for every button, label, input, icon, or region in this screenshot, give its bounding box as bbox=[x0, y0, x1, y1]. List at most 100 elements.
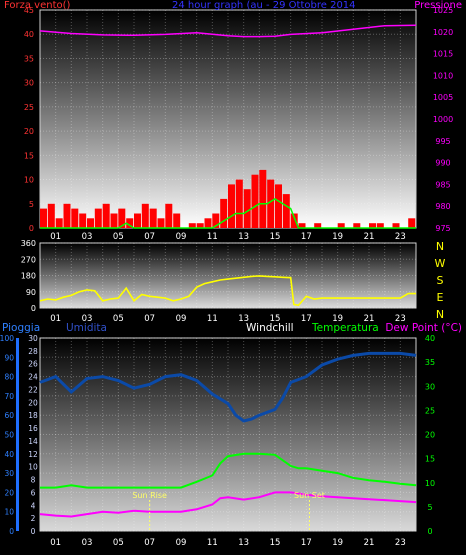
wind-bar bbox=[235, 179, 243, 228]
y2-tick-label: 30 bbox=[425, 382, 435, 391]
pressure-axis-label: Pressione bbox=[414, 0, 462, 11]
compass-label: E bbox=[437, 291, 444, 304]
temperature-line bbox=[40, 452, 417, 489]
x-tick-label: 01 bbox=[50, 314, 61, 324]
wind-bar bbox=[165, 203, 173, 228]
temp-x-tick-labels: 01 03 05 07 09 11 13 15 17 19 21 23 bbox=[50, 538, 405, 548]
y-tick-label: 180 bbox=[21, 272, 36, 281]
y-mid-tick-label: 12 bbox=[28, 450, 38, 459]
x-tick-label: 19 bbox=[332, 538, 343, 548]
x-tick-label: 11 bbox=[207, 538, 218, 548]
y-tick-label: 20 bbox=[24, 127, 34, 136]
x-tick-label: 15 bbox=[270, 538, 281, 548]
compass-label: N bbox=[436, 308, 444, 321]
y-mid-tick-label: 14 bbox=[28, 437, 38, 446]
y-tick-label: 5 bbox=[29, 200, 34, 209]
legend-windchill: Windchill bbox=[246, 322, 294, 334]
x-tick-label: 21 bbox=[364, 538, 375, 548]
y-tick-label: 0 bbox=[31, 304, 36, 313]
compass-label: S bbox=[437, 274, 444, 287]
wind-bar bbox=[282, 194, 290, 228]
wind-bar bbox=[228, 184, 235, 228]
rain-y-tick-labels: 0 10 20 30 40 50 60 70 80 90 100 bbox=[0, 334, 14, 536]
y2-tick-label: 975 bbox=[435, 224, 450, 233]
y2-tick-label: 985 bbox=[435, 180, 450, 189]
legend-rain: Pioggia bbox=[2, 322, 40, 334]
wind-bar bbox=[188, 223, 196, 228]
y2-tick-label: 990 bbox=[435, 159, 450, 168]
y2-tick-label: 0 bbox=[427, 527, 432, 536]
wind-bar bbox=[290, 213, 298, 228]
humidity-line bbox=[39, 351, 417, 423]
x-tick-label: 17 bbox=[301, 538, 312, 548]
y-mid-tick-label: 30 bbox=[28, 334, 38, 343]
y-tick-label: 40 bbox=[4, 450, 14, 459]
y-tick-label: 20 bbox=[4, 488, 14, 497]
x-tick-label: 07 bbox=[144, 538, 155, 548]
y-tick-label: 90 bbox=[26, 288, 36, 297]
wind-bar bbox=[94, 208, 102, 228]
y-tick-label: 270 bbox=[21, 255, 36, 264]
y-tick-label: 45 bbox=[24, 6, 34, 15]
legend-humidity: Umidita bbox=[66, 322, 107, 334]
y2-tick-label: 35 bbox=[425, 358, 435, 367]
wind-bar bbox=[141, 203, 149, 228]
x-tick-label: 09 bbox=[176, 232, 187, 242]
y2-tick-label: 5 bbox=[427, 503, 432, 512]
y2-tick-label: 1000 bbox=[433, 115, 453, 124]
y-tick-label: 30 bbox=[24, 79, 34, 88]
x-tick-label: 05 bbox=[113, 232, 124, 242]
y2-tick-label: 1020 bbox=[433, 28, 453, 37]
direction-y-tick-labels: 0 90 180 270 360 bbox=[21, 239, 36, 313]
y-tick-label: 30 bbox=[4, 469, 14, 478]
wind-bar bbox=[71, 208, 79, 228]
wind-y-axis-label: Forza vento() bbox=[4, 0, 71, 11]
y-mid-tick-label: 26 bbox=[28, 360, 38, 369]
legend-dewpoint: Dew Point (°C) bbox=[385, 322, 462, 334]
x-tick-label: 23 bbox=[395, 314, 406, 324]
x-tick-label: 11 bbox=[207, 232, 218, 242]
x-tick-label: 13 bbox=[238, 232, 249, 242]
wind-bar bbox=[47, 203, 55, 228]
y-mid-tick-label: 16 bbox=[28, 424, 38, 433]
x-tick-label: 07 bbox=[144, 314, 155, 324]
y-mid-tick-label: 4 bbox=[31, 501, 36, 510]
x-tick-label: 15 bbox=[270, 232, 281, 242]
x-tick-label: 23 bbox=[395, 232, 406, 242]
y2-tick-label: 1010 bbox=[433, 71, 453, 80]
wind-bar bbox=[196, 223, 204, 228]
y-mid-tick-label: 20 bbox=[28, 398, 38, 407]
compass-label: N bbox=[436, 240, 444, 253]
y2-tick-label: 995 bbox=[435, 137, 450, 146]
y-mid-tick-label: 8 bbox=[31, 476, 36, 485]
wind-bar bbox=[353, 223, 361, 228]
y2-tick-label: 25 bbox=[425, 406, 435, 415]
wind-bar bbox=[102, 203, 110, 228]
x-tick-label: 21 bbox=[364, 232, 375, 242]
y-mid-tick-label: 28 bbox=[28, 347, 38, 356]
direction-x-tick-labels: 01 03 05 07 09 11 13 15 17 19 21 23 bbox=[50, 314, 405, 324]
y2-tick-label: 1015 bbox=[433, 50, 453, 59]
y-tick-label: 10 bbox=[24, 176, 34, 185]
sunset-label: Sun Set bbox=[294, 491, 325, 500]
y-tick-label: 60 bbox=[4, 411, 14, 420]
wind-bar bbox=[79, 213, 87, 228]
y-tick-label: 90 bbox=[4, 353, 14, 362]
y-mid-tick-label: 2 bbox=[31, 514, 36, 523]
x-tick-label: 05 bbox=[113, 314, 124, 324]
x-tick-label: 21 bbox=[364, 314, 375, 324]
x-tick-label: 03 bbox=[82, 232, 93, 242]
wind-bar bbox=[267, 179, 275, 228]
y-mid-tick-label: 6 bbox=[31, 488, 36, 497]
sun-markers: Sun Rise Sun Set bbox=[132, 491, 325, 531]
wind-bar bbox=[298, 223, 306, 228]
x-tick-label: 09 bbox=[176, 314, 187, 324]
wind-bar bbox=[220, 198, 228, 228]
wind-bar bbox=[134, 213, 141, 228]
temp-grid bbox=[40, 337, 416, 532]
x-tick-label: 05 bbox=[113, 538, 124, 548]
wind-bar bbox=[212, 213, 220, 228]
y-tick-label: 70 bbox=[4, 392, 14, 401]
y2-tick-label: 1025 bbox=[433, 6, 453, 15]
